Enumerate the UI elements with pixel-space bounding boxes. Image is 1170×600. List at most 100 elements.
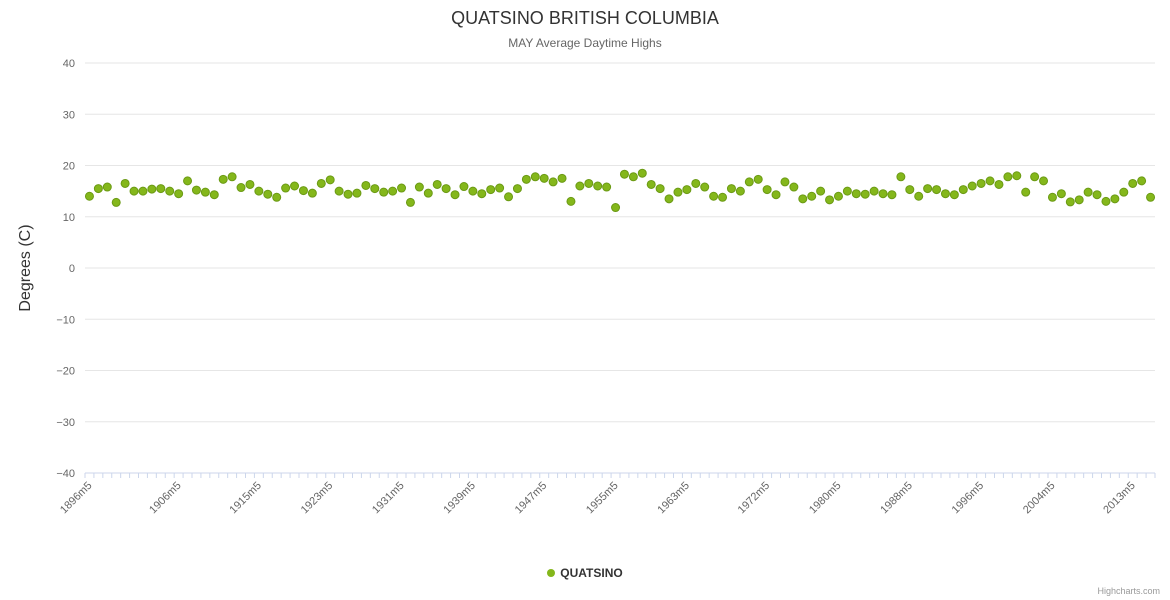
data-point[interactable]: [405, 197, 415, 207]
data-point[interactable]: [343, 189, 353, 199]
data-point[interactable]: [183, 176, 193, 186]
data-point[interactable]: [227, 172, 237, 182]
data-point[interactable]: [887, 190, 897, 200]
data-point[interactable]: [530, 172, 540, 182]
data-point[interactable]: [1146, 192, 1156, 202]
data-point[interactable]: [459, 182, 469, 192]
data-point[interactable]: [307, 188, 317, 198]
data-point[interactable]: [165, 186, 175, 196]
data-point[interactable]: [414, 182, 424, 192]
data-point[interactable]: [352, 188, 362, 198]
data-point[interactable]: [1003, 172, 1013, 182]
data-point[interactable]: [1021, 187, 1031, 197]
data-point[interactable]: [557, 173, 567, 183]
data-point[interactable]: [147, 184, 157, 194]
data-point[interactable]: [780, 177, 790, 187]
data-point[interactable]: [245, 179, 255, 189]
credits-link[interactable]: Highcharts.com: [1097, 586, 1160, 596]
data-point[interactable]: [495, 183, 505, 193]
legend-item-quatsino[interactable]: QUATSINO: [547, 566, 623, 580]
data-point[interactable]: [129, 186, 139, 196]
data-point[interactable]: [102, 182, 112, 192]
data-point[interactable]: [84, 191, 94, 201]
data-point[interactable]: [1101, 196, 1111, 206]
data-point[interactable]: [566, 196, 576, 206]
data-point[interactable]: [976, 178, 986, 188]
data-point[interactable]: [388, 186, 398, 196]
data-point[interactable]: [602, 182, 612, 192]
data-point[interactable]: [619, 169, 629, 179]
data-point[interactable]: [548, 177, 558, 187]
data-point[interactable]: [361, 180, 371, 190]
data-point[interactable]: [825, 195, 835, 205]
data-point[interactable]: [263, 189, 273, 199]
data-point[interactable]: [637, 168, 647, 178]
data-point[interactable]: [1047, 192, 1057, 202]
data-point[interactable]: [994, 179, 1004, 189]
data-point[interactable]: [798, 194, 808, 204]
data-point[interactable]: [1110, 194, 1120, 204]
data-point[interactable]: [762, 185, 772, 195]
data-point[interactable]: [816, 186, 826, 196]
data-point[interactable]: [379, 187, 389, 197]
data-point[interactable]: [191, 185, 201, 195]
data-point[interactable]: [655, 184, 665, 194]
data-point[interactable]: [334, 186, 344, 196]
data-point[interactable]: [718, 192, 728, 202]
data-point[interactable]: [709, 191, 719, 201]
data-point[interactable]: [521, 174, 531, 184]
data-point[interactable]: [120, 178, 130, 188]
data-point[interactable]: [700, 182, 710, 192]
data-point[interactable]: [1119, 187, 1129, 197]
data-point[interactable]: [298, 186, 308, 196]
data-point[interactable]: [932, 185, 942, 195]
data-point[interactable]: [1137, 176, 1147, 186]
data-point[interactable]: [1092, 190, 1102, 200]
data-point[interactable]: [1128, 178, 1138, 188]
data-point[interactable]: [450, 190, 460, 200]
data-point[interactable]: [593, 181, 603, 191]
data-point[interactable]: [486, 185, 496, 195]
data-point[interactable]: [432, 179, 442, 189]
data-point[interactable]: [1012, 171, 1022, 181]
data-point[interactable]: [744, 177, 754, 187]
data-point[interactable]: [878, 189, 888, 199]
data-point[interactable]: [272, 192, 282, 202]
data-point[interactable]: [138, 186, 148, 196]
data-point[interactable]: [441, 184, 451, 194]
data-point[interactable]: [1065, 197, 1075, 207]
data-point[interactable]: [789, 182, 799, 192]
data-point[interactable]: [958, 185, 968, 195]
data-point[interactable]: [423, 188, 433, 198]
data-point[interactable]: [504, 192, 514, 202]
data-point[interactable]: [316, 178, 326, 188]
data-point[interactable]: [156, 184, 166, 194]
data-point[interactable]: [833, 191, 843, 201]
data-point[interactable]: [174, 189, 184, 199]
data-point[interactable]: [735, 186, 745, 196]
data-point[interactable]: [236, 183, 246, 193]
data-point[interactable]: [682, 185, 692, 195]
data-point[interactable]: [200, 187, 210, 197]
data-point[interactable]: [664, 194, 674, 204]
data-point[interactable]: [646, 179, 656, 189]
data-point[interactable]: [673, 187, 683, 197]
data-point[interactable]: [281, 183, 291, 193]
data-point[interactable]: [209, 190, 219, 200]
data-point[interactable]: [575, 181, 585, 191]
data-point[interactable]: [370, 184, 380, 194]
data-point[interactable]: [949, 190, 959, 200]
data-point[interactable]: [218, 174, 228, 184]
data-point[interactable]: [1074, 195, 1084, 205]
data-point[interactable]: [842, 186, 852, 196]
data-point[interactable]: [967, 181, 977, 191]
data-point[interactable]: [468, 186, 478, 196]
data-point[interactable]: [254, 186, 264, 196]
data-point[interactable]: [1039, 176, 1049, 186]
data-point[interactable]: [512, 184, 522, 194]
data-point[interactable]: [539, 173, 549, 183]
data-point[interactable]: [290, 181, 300, 191]
data-point[interactable]: [1056, 189, 1066, 199]
data-point[interactable]: [584, 178, 594, 188]
data-point[interactable]: [753, 174, 763, 184]
